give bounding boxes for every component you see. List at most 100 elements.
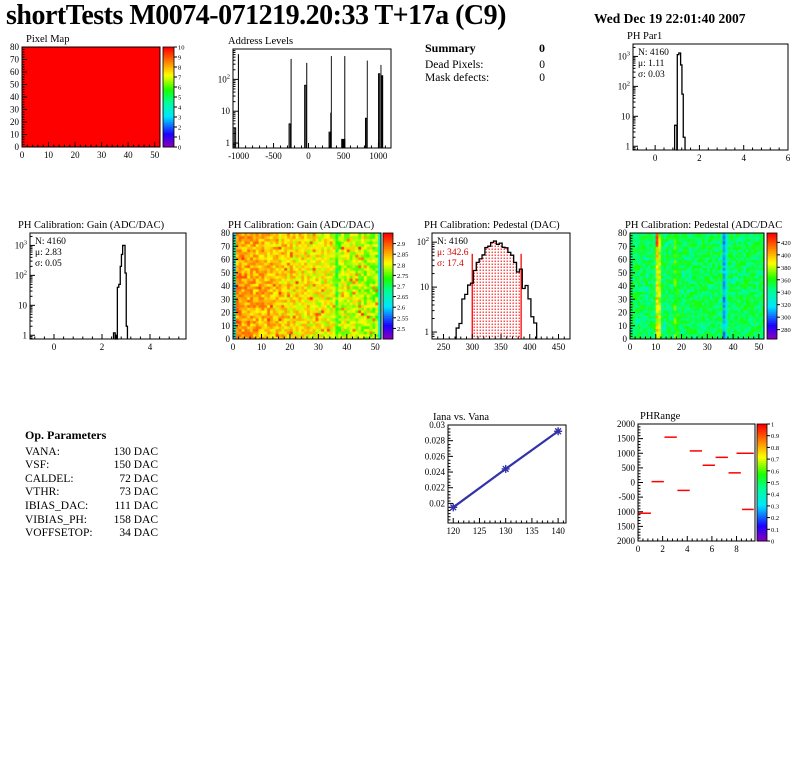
iana-vs-vana-chart: Iana vs. Vana 120 125 130 135 140 0.02 0.022 0.0… [410, 405, 596, 550]
op-parameter-value: 73 DAC [119, 486, 158, 499]
plot-content [638, 436, 754, 514]
ph-range-chart: PHRange 0 2 4 6 8 2000 1500 1000 500 0 -500 1000 1500… [608, 400, 796, 555]
chart-title: Address Levels [228, 36, 293, 47]
colorbar-label: 360 [781, 277, 791, 284]
summary-block: Summary 0 Dead Pixels: 0 Mask defects: 0 [425, 41, 545, 86]
histogram-outline [455, 240, 538, 339]
tick-label: 500 [622, 463, 636, 473]
tick-label: 20 [285, 342, 295, 352]
op-parameter-label: VTHR: [25, 486, 60, 499]
colorbar-label: 0.8 [771, 445, 779, 452]
colorbar-label: 0.1 [771, 527, 779, 534]
tick-label: 70 [221, 241, 231, 251]
heatmap-cells [630, 233, 764, 339]
plot-content [112, 244, 129, 340]
chart-canvas: Address Levels -1000 -500 0 500 1000 102 10 1 [218, 36, 392, 161]
plot-frame [29, 232, 187, 340]
chart-canvas: PH Calibration: Gain (ADC/DAC) 0 10 20 30 40 5… [221, 220, 408, 352]
plot-content [449, 427, 563, 512]
gain-map-chart: PH Calibration: Gain (ADC/DAC) 0 10 20 30 40 5… [210, 218, 410, 358]
colorbar-label: 0.5 [771, 480, 779, 487]
tick-label: 0 [15, 142, 20, 152]
histogram-bar [344, 56, 346, 148]
stats-text: N: 4160 [638, 48, 669, 58]
tick-label: 0.03 [429, 420, 445, 430]
tick-label: 80 [618, 228, 628, 238]
colorbar-label: 8 [178, 65, 181, 72]
summary-row-value: 0 [539, 72, 545, 85]
tick-label: 135 [525, 526, 539, 536]
histogram-bar [330, 112, 332, 148]
tick-label: 80 [10, 42, 20, 52]
tick-label: 20 [618, 308, 628, 318]
heatmap-cells [233, 233, 381, 339]
op-parameters-block: Op. Parameters VANA: 130 DAC VSF: 150 DAC … [25, 428, 158, 541]
op-parameter-value: 34 DAC [119, 527, 158, 540]
summary-title: Summary [425, 41, 476, 55]
tick-label: 1 [626, 141, 631, 151]
plot-content [673, 52, 686, 151]
chart-canvas: Iana vs. Vana 120 125 130 135 140 0.02 0.022 0.0… [425, 412, 567, 536]
stats-text: σ: 0.03 [638, 70, 665, 80]
colorbar-label: 2.5 [397, 326, 405, 333]
histogram-bar [378, 73, 381, 149]
tick-label: 0 [623, 334, 628, 344]
tick-label: 450 [552, 342, 566, 352]
tick-label: 40 [124, 150, 134, 160]
colorbar-label: 340 [781, 290, 791, 297]
tick-label: 50 [618, 268, 628, 278]
plot-frame [232, 48, 392, 149]
histogram-bar [306, 62, 308, 148]
tick-label: 50 [10, 80, 20, 90]
axes: 0 10 20 30 40 50 0 10 20 30 40 50 60 70 80 [221, 228, 382, 352]
pedestal-map-chart: PH Calibration: Pedestal (ADC/DAC 0 10 20 30… [608, 218, 796, 358]
stats-text: σ: 17.4 [437, 259, 464, 269]
axes: 0 2 4 6 8 2000 1500 1000 500 0 -500 1000 1500 2000 [617, 419, 756, 554]
colorbar-label: 0.9 [771, 433, 779, 440]
tick-label: 50 [371, 342, 381, 352]
tick-label: 30 [10, 105, 20, 115]
tick-label: 130 [499, 526, 513, 536]
tick-label: 250 [437, 342, 451, 352]
histogram-bar [380, 64, 382, 148]
plot-content [455, 240, 538, 339]
tick-label: 1500 [617, 521, 636, 531]
plot-frame [447, 424, 567, 524]
tick-label: 0.028 [425, 436, 446, 446]
tick-label: -500 [619, 492, 636, 502]
tick-label: 40 [729, 342, 739, 352]
tick-label: 40 [10, 92, 20, 102]
tick-label: 30 [221, 294, 231, 304]
stats-text: N: 4160 [35, 237, 66, 247]
tick-label: 1000 [617, 448, 636, 458]
colorbar-label: 6 [178, 85, 182, 92]
colorbar-label: 2.65 [397, 294, 408, 301]
tick-label: 70 [618, 241, 628, 251]
op-parameter-value: 111 DAC [114, 499, 158, 512]
histogram-bar [237, 54, 239, 148]
colorbar-label: 0.7 [771, 457, 780, 464]
tick-label: 20 [221, 308, 231, 318]
op-parameter-row: IBIAS_DAC: 111 DAC [25, 500, 158, 514]
summary-row: Mask defects: 0 [425, 72, 545, 86]
stats-text: μ: 1.11 [638, 59, 665, 69]
colorbar-label: 4 [178, 105, 182, 112]
axes: 120 125 130 135 140 0.02 0.022 0.024 0.026 0.028 0… [425, 420, 567, 536]
stats-text: μ: 342.6 [437, 248, 469, 258]
tick-label: 2000 [617, 536, 636, 546]
tick-label: 60 [221, 255, 231, 265]
colorbar: 2.9 2.85 2.8 2.75 2.7 2.65 2.6 2.55 2.5 [382, 232, 408, 340]
stats-text: σ: 0.05 [35, 259, 62, 269]
tick-label: 30 [703, 342, 713, 352]
tick-label: 40 [618, 281, 628, 291]
tick-label: 1 [23, 330, 28, 340]
axes: 250 300 350 400 450 102 10 1 [417, 232, 571, 352]
summary-row-label: Mask defects: [425, 72, 490, 85]
data-marker [449, 503, 457, 511]
tick-label: 102 [218, 73, 230, 84]
colorbar-label: 300 [781, 315, 791, 322]
tick-label: 10 [221, 106, 231, 116]
chart-title: PH Calibration: Pedestal (DAC) [424, 220, 560, 231]
tick-label: 103 [15, 239, 27, 250]
